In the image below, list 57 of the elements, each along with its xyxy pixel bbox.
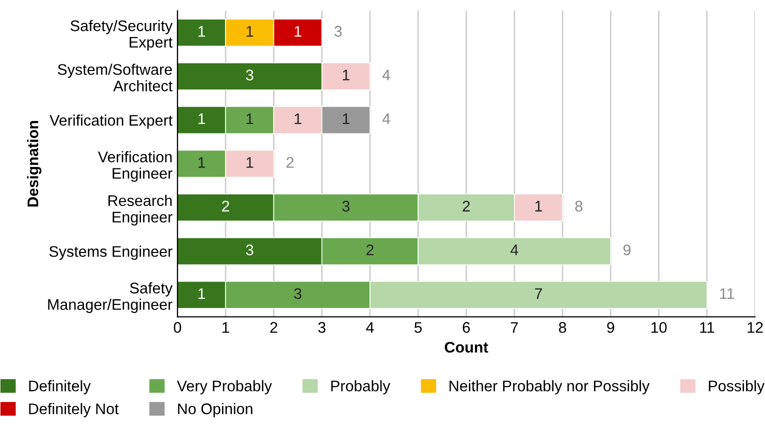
y-axis-title: Designation [27, 121, 42, 206]
data-label: 3 [294, 288, 302, 300]
y-tick-label: Safety Manager/Engineer [48, 282, 173, 313]
x-tick-label: 0 [174, 322, 182, 333]
data-label: 4 [510, 244, 518, 256]
data-label: 1 [294, 114, 302, 124]
legend-label: Probably [331, 380, 390, 394]
y-tick-label: Verification Engineer [98, 151, 172, 182]
y-tick-label: Safety/Security Expert [70, 20, 173, 51]
y-tick-label: Verification Expert [50, 114, 173, 129]
data-label: 3 [342, 200, 350, 212]
data-label: 2 [366, 244, 374, 256]
x-tick-label: 7 [510, 322, 518, 333]
data-label: 1 [535, 200, 542, 212]
y-tick-label: Research Engineer [108, 194, 172, 226]
data-label: 1 [198, 26, 206, 37]
total-label: 3 [334, 26, 342, 37]
legend-label: No Opinion [178, 403, 252, 418]
x-tick-label: 5 [414, 322, 422, 333]
data-label: 2 [222, 200, 230, 212]
data-label: 3 [246, 244, 254, 256]
total-label: 8 [575, 200, 582, 212]
x-tick-label: 6 [462, 322, 470, 333]
data-label: 1 [246, 26, 254, 37]
y-tick-label: Systems Engineer [49, 246, 172, 260]
legend-label: Definitely [29, 380, 91, 394]
y-tick-label: System/Software Architect [58, 64, 173, 92]
data-label: 1 [342, 114, 350, 124]
data-label: 7 [535, 288, 542, 299]
data-label: 3 [246, 70, 254, 80]
data-label: 1 [246, 157, 254, 168]
total-label: 2 [286, 157, 294, 168]
x-tick-label: 12 [748, 322, 763, 333]
x-tick-label: 10 [651, 322, 667, 333]
legend-label: Very Probably [176, 380, 272, 394]
total-label: 4 [382, 70, 390, 80]
data-label: 1 [342, 70, 350, 80]
data-label: 1 [198, 114, 206, 124]
x-tick-label: 11 [700, 322, 714, 333]
total-label: 11 [720, 288, 734, 299]
data-label: 1 [198, 288, 206, 299]
x-tick-label: 1 [222, 322, 230, 333]
legend-label: Neither Probably nor Possibly [450, 380, 650, 394]
total-label: 9 [623, 244, 630, 256]
total-label: 4 [382, 114, 390, 124]
x-axis-title: Count [444, 342, 488, 353]
x-tick-label: 9 [607, 322, 614, 333]
x-tick-label: 8 [558, 322, 566, 333]
data-label: 1 [198, 157, 206, 168]
x-tick-label: 2 [270, 322, 278, 333]
x-tick-label: 3 [318, 322, 326, 333]
data-label: 1 [294, 26, 302, 37]
data-label: 1 [246, 114, 254, 124]
legend-label: Possibly [708, 380, 765, 394]
x-tick-label: 4 [366, 322, 374, 333]
legend-label: Definitely Not [29, 403, 119, 418]
data-label: 2 [462, 200, 470, 212]
